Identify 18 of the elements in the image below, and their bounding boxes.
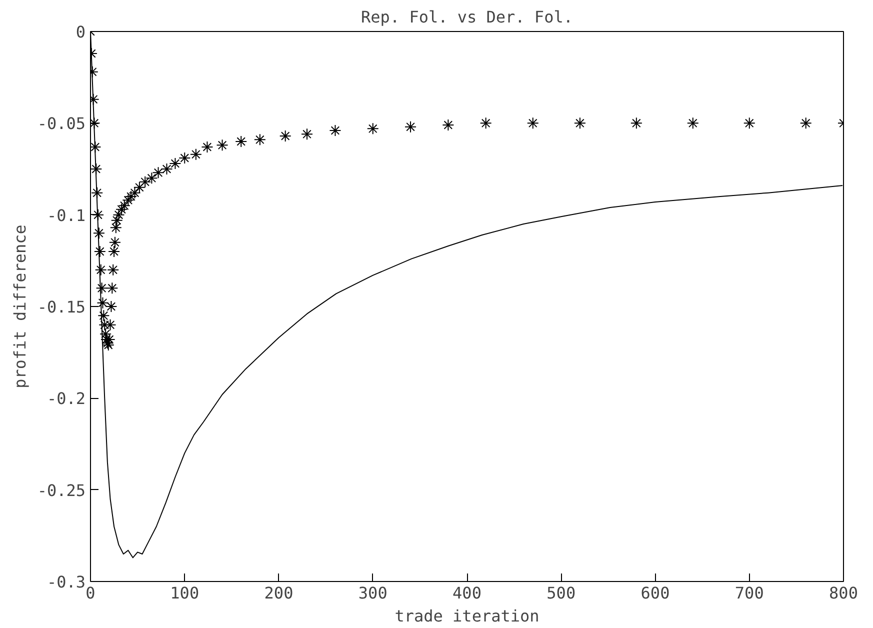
x-tick-label: 400: [452, 584, 482, 602]
y-tick-label: -0.2: [46, 389, 86, 408]
y-axis-title: profit difference: [10, 224, 30, 388]
y-tick-label: -0.25: [37, 480, 86, 500]
x-tick-label: 600: [640, 584, 670, 602]
y-tick-label: 0: [76, 22, 86, 42]
x-tick-label: 800: [829, 584, 858, 602]
x-tick-label: 100: [170, 584, 200, 602]
x-axis-title: trade iteration: [394, 606, 540, 626]
y-tick-label: -0.15: [37, 298, 86, 316]
x-tick-label: 700: [734, 584, 764, 602]
y-tick-label: -0.3: [46, 572, 86, 592]
chart-title: Rep. Fol. vs Der. Fol.: [361, 8, 573, 26]
y-tick-label: -0.05: [37, 114, 86, 134]
x-tick-label: 500: [546, 584, 576, 602]
y-tick-label: -0.1: [46, 206, 86, 225]
x-tick-label: 300: [358, 584, 388, 602]
x-tick-label: 200: [264, 584, 294, 602]
